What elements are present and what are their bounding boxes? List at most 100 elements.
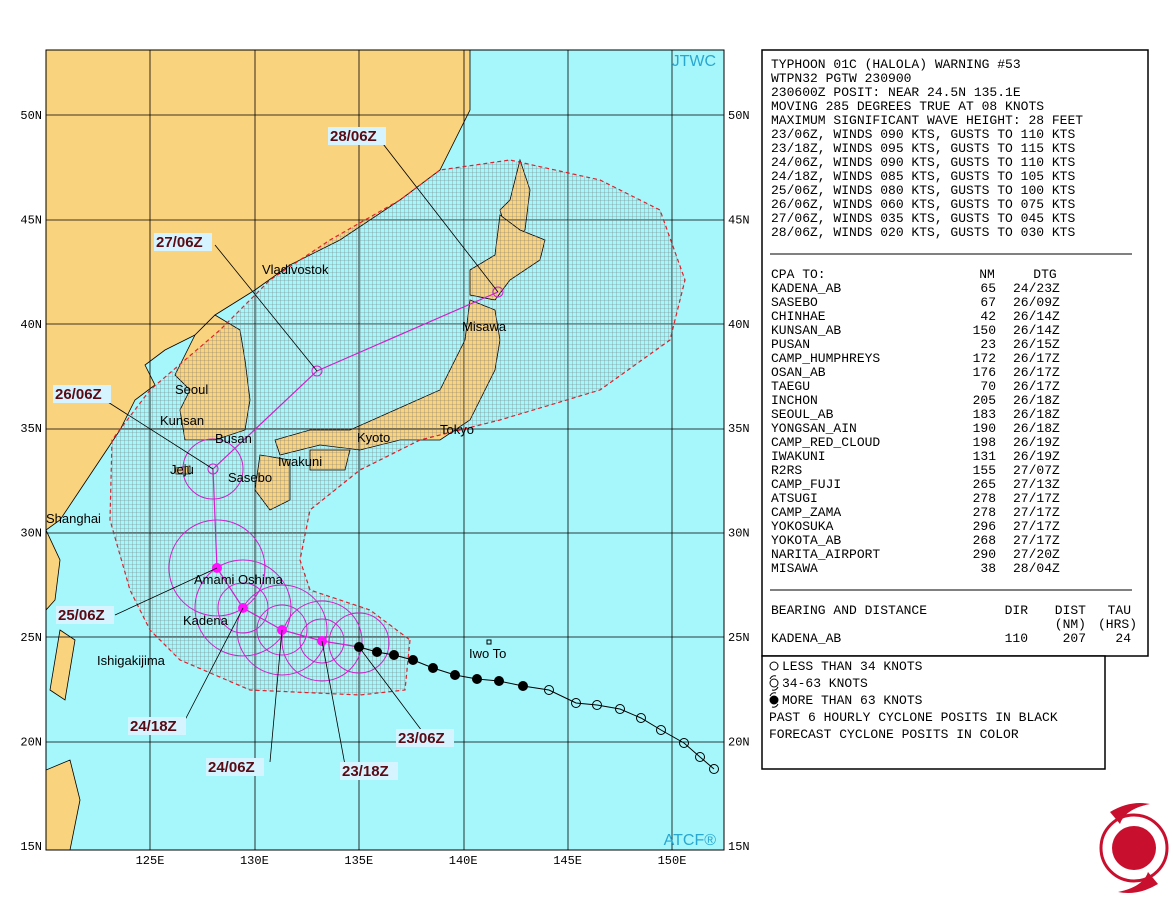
bearing-cell: 24 bbox=[1115, 631, 1131, 646]
lat-label: 30N bbox=[728, 527, 750, 541]
cpa-name: OSAN_AB bbox=[771, 365, 826, 380]
lon-label: 125E bbox=[136, 854, 165, 868]
cpa-dtg: 27/17Z bbox=[1013, 519, 1060, 534]
cpa-name: R2RS bbox=[771, 463, 802, 478]
cpa-nm: 38 bbox=[980, 561, 996, 576]
cpa-nm: 290 bbox=[973, 547, 996, 562]
cpa-nm: 150 bbox=[973, 323, 996, 338]
lat-label: 25N bbox=[728, 631, 750, 645]
cpa-name: SEOUL_AB bbox=[771, 407, 834, 422]
cpa-header: NM bbox=[979, 267, 995, 282]
warning-line: 28/06Z, WINDS 020 KTS, GUSTS TO 030 KTS bbox=[771, 225, 1075, 240]
time-labels: 28/06Z 27/06Z 26/06Z 25/06Z 24/18Z 24/06Z 23/1… bbox=[53, 127, 454, 780]
cpa-nm: 205 bbox=[973, 393, 996, 408]
place-label: Shanghai bbox=[46, 511, 101, 526]
island-marker bbox=[486, 639, 492, 645]
time-label-bg bbox=[56, 606, 114, 624]
warning-line: MAXIMUM SIGNIFICANT WAVE HEIGHT: 28 FEET bbox=[771, 113, 1083, 128]
cpa-dtg: 27/20Z bbox=[1013, 547, 1060, 562]
past-posits bbox=[354, 642, 719, 774]
cpa-nm: 67 bbox=[980, 295, 996, 310]
lat-label: 40N bbox=[20, 318, 42, 332]
cpa-nm: 42 bbox=[980, 309, 996, 324]
cpa-nm: 268 bbox=[973, 533, 996, 548]
legend-entry: LESS THAN 34 KNOTS bbox=[782, 659, 923, 674]
lat-label: 35N bbox=[728, 422, 750, 436]
bearing-header: BEARING AND DISTANCE bbox=[771, 603, 927, 618]
cpa-dtg: 26/15Z bbox=[1013, 337, 1060, 352]
cpa-dtg: 27/17Z bbox=[1013, 505, 1060, 520]
cpa-name: PUSAN bbox=[771, 337, 810, 352]
cpa-dtg: 27/17Z bbox=[1013, 491, 1060, 506]
lat-label: 45N bbox=[20, 213, 42, 227]
cpa-nm: 65 bbox=[980, 281, 996, 296]
time-label: 27/06Z bbox=[156, 234, 203, 251]
warning-line: 26/06Z, WINDS 060 KTS, GUSTS TO 075 KTS bbox=[771, 197, 1075, 212]
cpa-nm: 131 bbox=[973, 449, 997, 464]
time-label-bg bbox=[340, 762, 398, 780]
lon-label: 140E bbox=[449, 854, 478, 868]
warning-line: 24/18Z, WINDS 085 KTS, GUSTS TO 105 KTS bbox=[771, 169, 1075, 184]
cpa-header: DTG bbox=[1033, 267, 1056, 282]
time-label: 26/06Z bbox=[55, 386, 102, 403]
place-labels: Vladivostok Misawa Seoul Kunsan Busan Ky… bbox=[46, 262, 507, 668]
legend-entry: MORE THAN 63 KNOTS bbox=[782, 693, 923, 708]
place-label: Iwo To bbox=[469, 646, 506, 661]
place-label: Kyoto bbox=[357, 430, 390, 445]
lat-label: 40N bbox=[728, 318, 750, 332]
legend-panel bbox=[761, 655, 1106, 770]
bearing-cell: 110 bbox=[1005, 631, 1028, 646]
time-label: 24/18Z bbox=[130, 718, 177, 735]
time-label-bg bbox=[328, 127, 386, 145]
cpa-name: CHINHAE bbox=[771, 309, 826, 324]
time-label: 23/06Z bbox=[398, 730, 445, 747]
lon-label: 135E bbox=[344, 854, 373, 868]
time-label: 25/06Z bbox=[58, 607, 105, 624]
warning-line: MOVING 285 DEGREES TRUE AT 08 KNOTS bbox=[771, 99, 1044, 114]
cpa-dtg: 26/18Z bbox=[1013, 407, 1060, 422]
place-label: Jeju bbox=[170, 462, 194, 477]
cpa-nm: 23 bbox=[980, 337, 996, 352]
bearing-unit: (HRS) bbox=[1098, 617, 1137, 632]
warning-line: 25/06Z, WINDS 080 KTS, GUSTS TO 100 KTS bbox=[771, 183, 1075, 198]
lat-label: 20N bbox=[728, 735, 750, 749]
cpa-dtg: 27/07Z bbox=[1013, 463, 1060, 478]
corner-label: JTWC bbox=[672, 53, 716, 70]
cpa-nm: 190 bbox=[973, 421, 996, 436]
cpa-name: KADENA_AB bbox=[771, 281, 841, 296]
axis-labels: 50N 50N 45N 45N 40N 40N 35N 35N 30N 30N 25N 25N 20N 2… bbox=[20, 109, 749, 868]
map-frame bbox=[45, 49, 725, 851]
lat-label: 15N bbox=[20, 840, 42, 854]
place-label: Tokyo bbox=[440, 422, 474, 437]
cpa-name: YOKOSUKA bbox=[771, 519, 834, 534]
lon-label: 130E bbox=[240, 854, 269, 868]
place-label: Sasebo bbox=[228, 470, 272, 485]
forecast-track bbox=[212, 291, 499, 648]
time-label-bg bbox=[396, 729, 454, 747]
bearing-cell: KADENA_AB bbox=[771, 631, 841, 646]
cpa-name: YONGSAN_AIN bbox=[771, 421, 857, 436]
cpa-dtg: 27/17Z bbox=[1013, 533, 1060, 548]
time-label-bg bbox=[53, 385, 111, 403]
place-label: Kadena bbox=[183, 613, 229, 628]
legend-entry: 34-63 KNOTS bbox=[782, 676, 868, 691]
cpa-name: ATSUGI bbox=[771, 491, 818, 506]
lat-label: 50N bbox=[728, 109, 750, 123]
cpa-nm: 183 bbox=[973, 407, 996, 422]
warning-line: 24/06Z, WINDS 090 KTS, GUSTS TO 110 KTS bbox=[771, 155, 1075, 170]
cpa-name: IWAKUNI bbox=[771, 449, 826, 464]
cpa-name: SASEBO bbox=[771, 295, 818, 310]
cpa-header: CPA TO: bbox=[771, 267, 826, 282]
cpa-nm: 296 bbox=[973, 519, 996, 534]
cpa-nm: 172 bbox=[973, 351, 996, 366]
wind-radii bbox=[168, 438, 390, 682]
cpa-name: CAMP_ZAMA bbox=[771, 505, 841, 520]
legend-entry: FORECAST CYCLONE POSITS IN COLOR bbox=[769, 727, 1019, 742]
cpa-nm: 198 bbox=[973, 435, 996, 450]
cpa-dtg: 26/17Z bbox=[1013, 365, 1060, 380]
place-label: Busan bbox=[215, 431, 252, 446]
time-label: 24/06Z bbox=[208, 759, 255, 776]
legend-icons bbox=[769, 661, 779, 708]
place-label: Seoul bbox=[175, 382, 208, 397]
